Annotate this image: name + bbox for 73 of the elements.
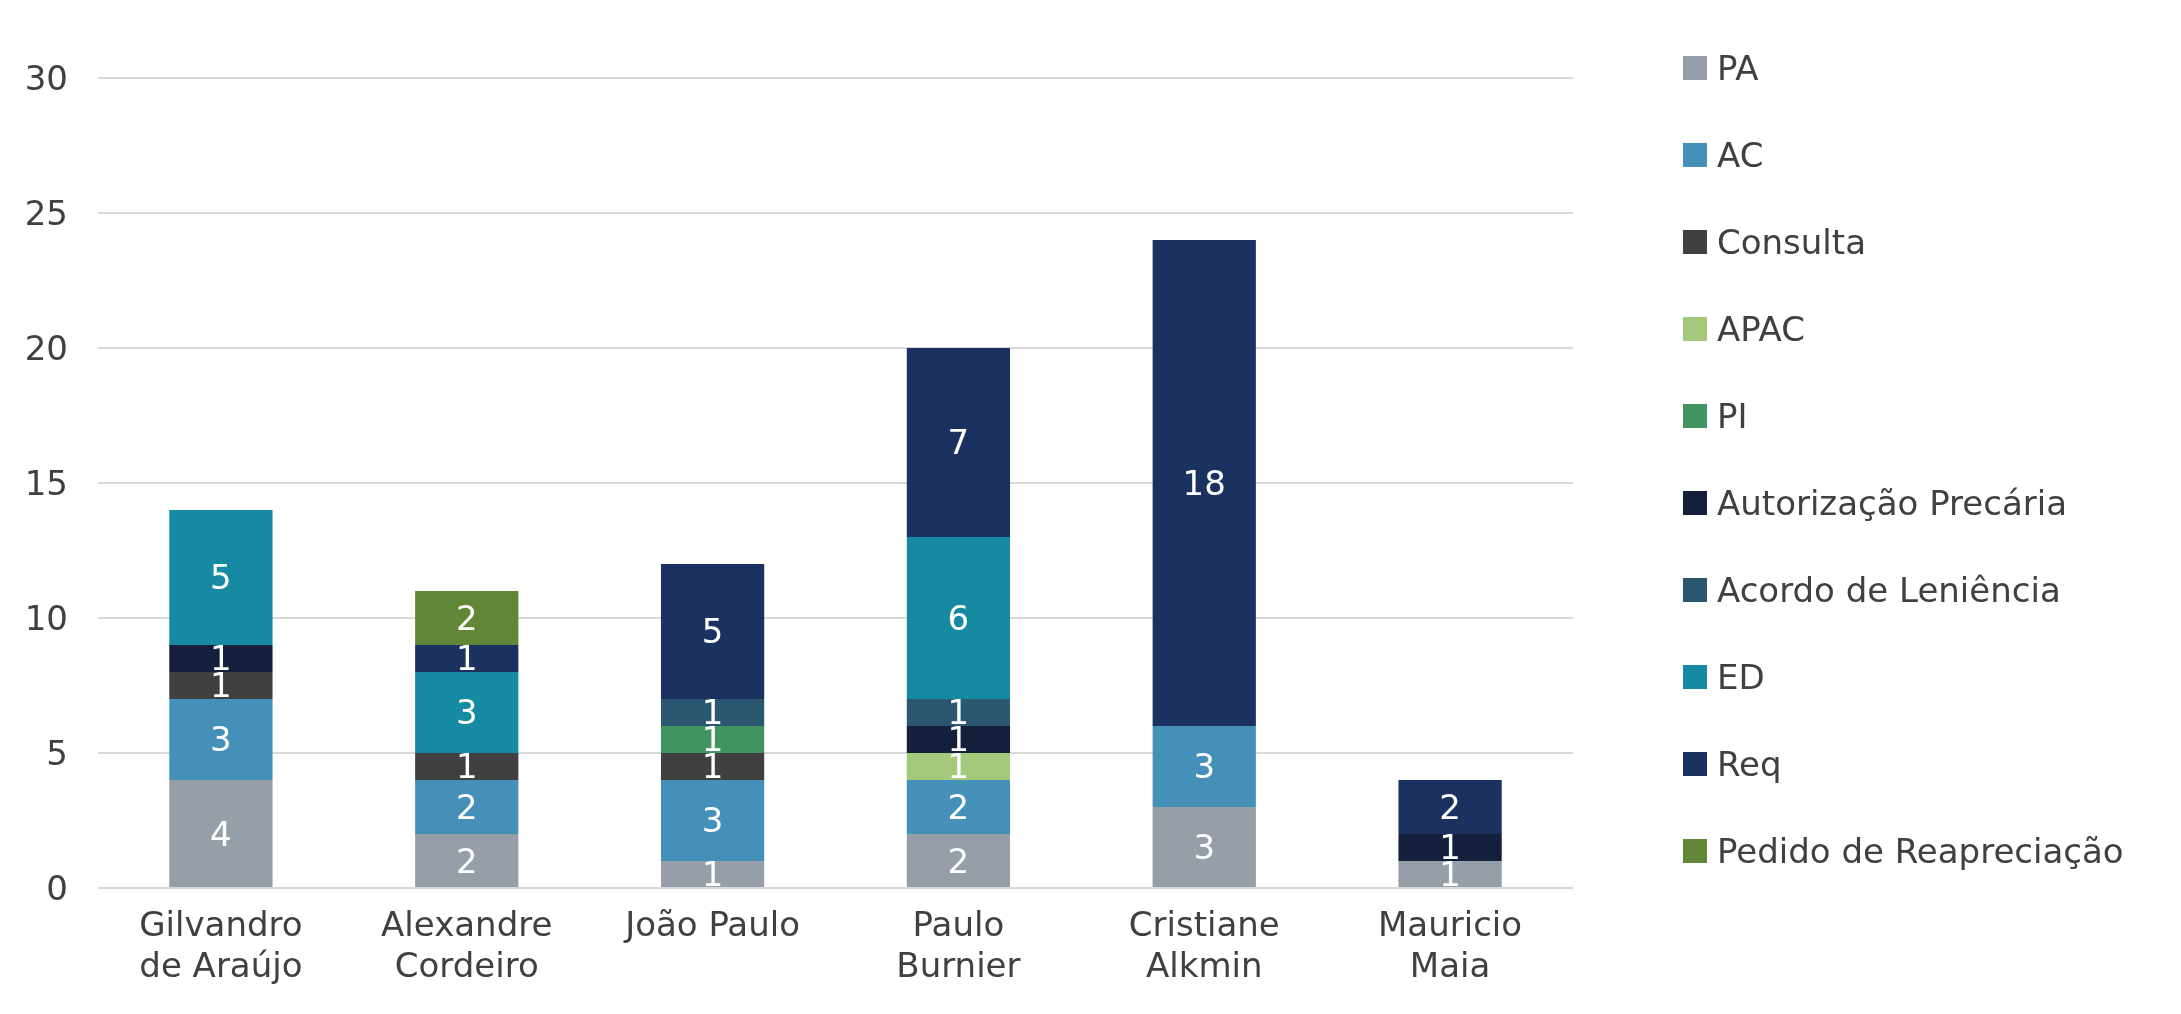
data-label: 5 — [701, 611, 724, 652]
data-label: 2 — [455, 840, 478, 881]
data-label: 2 — [947, 786, 970, 827]
data-label: 2 — [947, 840, 970, 881]
bar — [660, 780, 765, 861]
bar — [169, 510, 273, 645]
y-tick-label: 10 — [24, 597, 68, 638]
bar — [906, 537, 1011, 699]
bar — [906, 699, 1011, 726]
bar — [1398, 780, 1502, 834]
data-label: 1 — [455, 638, 478, 679]
y-tick-label: 15 — [24, 462, 68, 503]
bar — [415, 780, 519, 834]
data-label: 3 — [210, 719, 232, 760]
legend-label: Autorização Precária — [1717, 482, 2068, 523]
legend-label: Req — [1717, 743, 1782, 784]
bar — [1152, 240, 1256, 726]
bar — [660, 726, 765, 753]
bar — [906, 348, 1011, 537]
bar — [1152, 807, 1256, 888]
y-tick-label: 5 — [46, 732, 68, 773]
legend-label: Consulta — [1717, 221, 1866, 262]
bar — [169, 672, 273, 699]
data-label: 2 — [455, 597, 478, 638]
x-tick-label: Alexandre Cordeiro — [381, 904, 553, 985]
bar — [906, 780, 1011, 834]
data-label: 3 — [455, 692, 478, 733]
bar — [169, 645, 273, 672]
bar — [415, 834, 519, 888]
bar — [660, 753, 765, 780]
x-tick-label: Gilvandro de Araújo — [139, 904, 303, 985]
legend-label: PI — [1717, 395, 1748, 436]
bar — [1398, 834, 1502, 861]
x-tick-label: Mauricio Maia — [1378, 904, 1523, 985]
bar — [660, 699, 765, 726]
legend-label: APAC — [1717, 308, 1805, 349]
y-tick-label: 30 — [24, 57, 68, 98]
bar — [415, 672, 519, 753]
data-label: 4 — [210, 813, 232, 854]
y-tick-label: 0 — [46, 867, 68, 908]
bar — [906, 834, 1011, 888]
bar — [660, 861, 765, 888]
y-tick-label: 20 — [24, 327, 68, 368]
bar — [1152, 726, 1256, 807]
bar — [415, 591, 519, 645]
y-tick-label: 25 — [24, 192, 68, 233]
data-label: 3 — [701, 800, 724, 841]
x-tick-label: João Paulo — [623, 904, 801, 944]
bar — [906, 726, 1011, 753]
legend-label: ED — [1717, 656, 1765, 697]
bar — [906, 753, 1011, 780]
data-label: 5 — [210, 557, 232, 598]
bar — [415, 753, 519, 780]
legend-label: Pedido de Reapreciação — [1717, 830, 2124, 871]
legend-label: Acordo de Leniência — [1717, 569, 2061, 610]
bar — [1398, 861, 1502, 888]
data-label: 1 — [701, 854, 724, 895]
bar — [660, 564, 765, 699]
legend-label: PA — [1717, 47, 1759, 88]
data-label: 2 — [1439, 786, 1461, 827]
bar — [169, 780, 273, 888]
x-tick-label: Paulo Burnier — [896, 904, 1021, 985]
legend-label: AC — [1717, 134, 1764, 175]
data-label: 7 — [947, 422, 970, 463]
bar — [169, 699, 273, 780]
data-label: 1 — [455, 746, 478, 787]
data-label: 3 — [1193, 827, 1216, 868]
data-label: 6 — [947, 597, 970, 638]
data-label: 18 — [1182, 462, 1226, 503]
x-tick-label: Cristiane Alkmin — [1128, 904, 1280, 985]
data-label: 2 — [455, 786, 478, 827]
data-label: 3 — [1193, 746, 1216, 787]
bar — [415, 645, 519, 672]
